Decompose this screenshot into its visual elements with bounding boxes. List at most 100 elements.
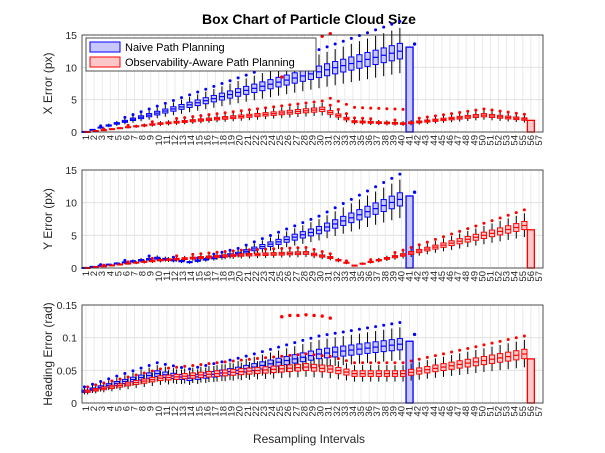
outlier-point bbox=[231, 249, 235, 253]
x-tick-label: 31 bbox=[324, 271, 335, 282]
x-tick-label: 46 bbox=[445, 406, 456, 417]
outlier-point bbox=[239, 109, 243, 113]
x-tick-label: 18 bbox=[219, 271, 230, 282]
x-tick-label: 43 bbox=[421, 135, 432, 146]
x-tick-label: 4 bbox=[105, 135, 116, 140]
outlier-point bbox=[171, 364, 175, 368]
outlier-point bbox=[280, 354, 284, 358]
outlier-point bbox=[390, 176, 394, 180]
x-tick-label: 35 bbox=[356, 406, 367, 417]
outlier-point bbox=[301, 221, 305, 225]
outlier-point bbox=[393, 251, 397, 255]
x-tick-label: 48 bbox=[461, 135, 472, 146]
outlier-point bbox=[377, 106, 381, 110]
x-tick-label: 13 bbox=[178, 135, 189, 146]
x-tick-label: 22 bbox=[251, 406, 262, 417]
outlier-point bbox=[382, 25, 386, 29]
outlier-point bbox=[115, 374, 119, 378]
x-tick-label: 9 bbox=[146, 406, 157, 411]
outlier-point bbox=[353, 361, 357, 365]
x-tick-label: 42 bbox=[413, 406, 424, 417]
outlier-point bbox=[325, 45, 329, 49]
x-tick-label: 10 bbox=[154, 135, 165, 146]
x-tick-label: 34 bbox=[348, 406, 359, 417]
x-tick-label: 33 bbox=[340, 135, 351, 146]
outlier-point bbox=[374, 28, 378, 32]
outlier-point bbox=[514, 111, 518, 115]
x-tick-label: 14 bbox=[186, 406, 197, 417]
x-tick-label: 46 bbox=[445, 271, 456, 282]
x-tick-label: 1 bbox=[81, 406, 92, 411]
outlier-point bbox=[126, 123, 130, 127]
x-tick-label: 32 bbox=[332, 406, 343, 417]
x-tick-label: 54 bbox=[510, 406, 521, 417]
outlier-point bbox=[188, 367, 192, 371]
x-tick-label: 53 bbox=[502, 406, 513, 417]
outlier-point bbox=[506, 213, 510, 217]
outlier-point bbox=[442, 113, 446, 117]
x-tick-label: 54 bbox=[510, 135, 521, 146]
x-tick-label: 45 bbox=[437, 271, 448, 282]
outlier-point bbox=[223, 360, 227, 364]
outlier-point bbox=[522, 112, 526, 116]
outlier-point bbox=[514, 336, 518, 340]
x-tick-label: 43 bbox=[421, 406, 432, 417]
outlier-point bbox=[215, 250, 219, 254]
x-tick-label: 36 bbox=[364, 406, 375, 417]
x-tick-label: 29 bbox=[308, 135, 319, 146]
x-tick-label: 32 bbox=[332, 135, 343, 146]
x-tick-label: 4 bbox=[105, 406, 116, 411]
outlier-point bbox=[382, 323, 386, 327]
x-tick-label: 47 bbox=[453, 271, 464, 282]
x-tick-label: 14 bbox=[186, 271, 197, 282]
outlier-point bbox=[328, 252, 332, 256]
outlier-point bbox=[288, 103, 292, 107]
outlier-point bbox=[239, 358, 243, 362]
outlier-point bbox=[304, 245, 308, 249]
x-tick-label: 42 bbox=[413, 135, 424, 146]
x-tick-label: 54 bbox=[510, 271, 521, 282]
x-tick-label: 57 bbox=[534, 135, 545, 146]
outlier-point bbox=[312, 313, 316, 318]
x-tick-label: 30 bbox=[316, 271, 327, 282]
outlier-point bbox=[296, 246, 300, 250]
y-tick-label: 0 bbox=[71, 127, 77, 139]
x-tick-label: 37 bbox=[372, 135, 383, 146]
outlier-point bbox=[482, 107, 486, 111]
outlier-point bbox=[325, 333, 329, 337]
outlier-point bbox=[191, 115, 195, 119]
outlier-point bbox=[175, 117, 179, 121]
outlier-point bbox=[296, 353, 300, 357]
outlier-point bbox=[264, 106, 268, 110]
x-tick-label: 24 bbox=[267, 406, 278, 417]
x-tick-label: 26 bbox=[283, 135, 294, 146]
outlier-point bbox=[336, 99, 340, 103]
x-tick-label: 9 bbox=[146, 271, 157, 276]
outlier-point bbox=[417, 243, 421, 247]
outlier-point bbox=[183, 116, 187, 120]
x-tick-label: 6 bbox=[121, 135, 132, 140]
x-tick-label: 7 bbox=[130, 135, 141, 140]
x-tick-label: 9 bbox=[146, 135, 157, 140]
x-tick-label: 3 bbox=[97, 135, 108, 140]
x-tick-label: 19 bbox=[227, 135, 238, 146]
x-tick-label: 24 bbox=[267, 135, 278, 146]
outlier-point bbox=[86, 385, 90, 389]
x-tick-label: 5 bbox=[113, 271, 124, 276]
x-tick-label: 1 bbox=[81, 271, 92, 276]
x-tick-label: 6 bbox=[121, 406, 132, 411]
outlier-point bbox=[412, 332, 417, 337]
x-tick-label: 12 bbox=[170, 271, 181, 282]
x-tick-label: 51 bbox=[485, 135, 496, 146]
outlier-point bbox=[458, 229, 462, 233]
outlier-point bbox=[285, 227, 289, 231]
x-tick-label: 7 bbox=[130, 406, 141, 411]
outlier-point bbox=[366, 326, 370, 330]
outlier-point bbox=[382, 181, 386, 185]
outlier-point bbox=[466, 346, 470, 350]
x-tick-label: 22 bbox=[251, 135, 262, 146]
outlier-point bbox=[247, 108, 251, 112]
outlier-point bbox=[196, 365, 200, 369]
outlier-point bbox=[220, 360, 224, 364]
